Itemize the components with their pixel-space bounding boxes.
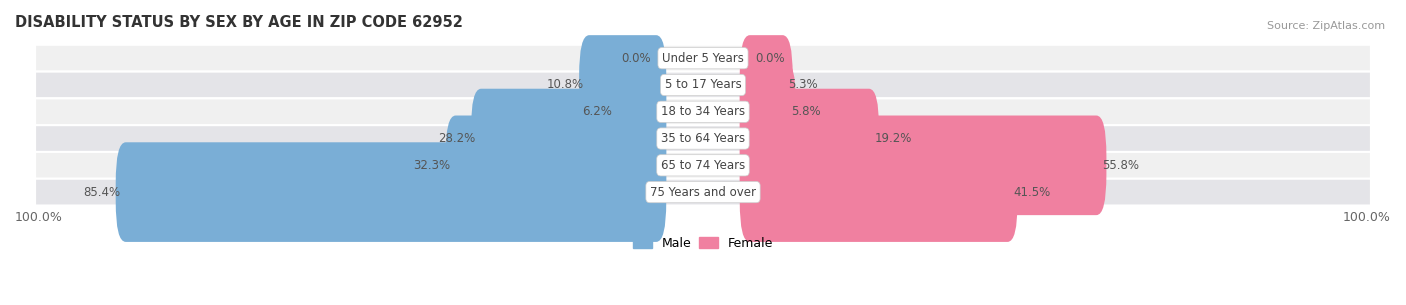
Text: 35 to 64 Years: 35 to 64 Years xyxy=(661,132,745,145)
Text: 0.0%: 0.0% xyxy=(621,52,651,65)
Text: 6.2%: 6.2% xyxy=(582,105,613,118)
FancyBboxPatch shape xyxy=(446,116,666,215)
FancyBboxPatch shape xyxy=(35,72,1371,99)
Text: DISABILITY STATUS BY SEX BY AGE IN ZIP CODE 62952: DISABILITY STATUS BY SEX BY AGE IN ZIP C… xyxy=(15,15,463,30)
Text: 65 to 74 Years: 65 to 74 Years xyxy=(661,159,745,172)
Text: Under 5 Years: Under 5 Years xyxy=(662,52,744,65)
FancyBboxPatch shape xyxy=(35,99,1371,125)
Text: 5.3%: 5.3% xyxy=(787,78,818,92)
FancyBboxPatch shape xyxy=(471,89,666,188)
Text: 55.8%: 55.8% xyxy=(1102,159,1139,172)
FancyBboxPatch shape xyxy=(579,35,666,135)
Text: 10.8%: 10.8% xyxy=(547,78,583,92)
Text: 100.0%: 100.0% xyxy=(15,211,63,224)
Text: 85.4%: 85.4% xyxy=(83,186,121,199)
Text: 32.3%: 32.3% xyxy=(413,159,450,172)
Legend: Male, Female: Male, Female xyxy=(628,232,778,255)
FancyBboxPatch shape xyxy=(35,125,1371,152)
Text: 100.0%: 100.0% xyxy=(1343,211,1391,224)
Text: 18 to 34 Years: 18 to 34 Years xyxy=(661,105,745,118)
FancyBboxPatch shape xyxy=(35,152,1371,179)
FancyBboxPatch shape xyxy=(115,142,666,242)
Text: 0.0%: 0.0% xyxy=(755,52,785,65)
FancyBboxPatch shape xyxy=(740,35,793,135)
Text: 75 Years and over: 75 Years and over xyxy=(650,186,756,199)
Text: 28.2%: 28.2% xyxy=(439,132,475,145)
Text: 19.2%: 19.2% xyxy=(875,132,911,145)
Text: 5 to 17 Years: 5 to 17 Years xyxy=(665,78,741,92)
Text: 5.8%: 5.8% xyxy=(792,105,821,118)
FancyBboxPatch shape xyxy=(35,45,1371,72)
Text: Source: ZipAtlas.com: Source: ZipAtlas.com xyxy=(1267,21,1385,31)
FancyBboxPatch shape xyxy=(740,89,879,188)
FancyBboxPatch shape xyxy=(740,142,1018,242)
FancyBboxPatch shape xyxy=(740,62,796,162)
FancyBboxPatch shape xyxy=(35,179,1371,206)
Text: 41.5%: 41.5% xyxy=(1012,186,1050,199)
FancyBboxPatch shape xyxy=(607,62,666,162)
FancyBboxPatch shape xyxy=(740,116,1107,215)
